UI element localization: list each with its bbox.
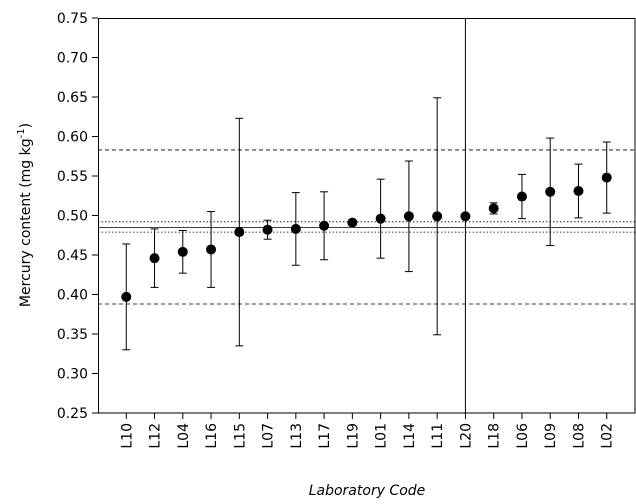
x-tick-label: L14 — [402, 423, 418, 449]
y-tick-label: 0.50 — [57, 209, 88, 225]
y-tick-label: 0.55 — [57, 169, 88, 185]
point — [234, 227, 245, 238]
x-tick-label: L09 — [543, 423, 559, 449]
x-tick-label: L07 — [261, 423, 277, 449]
y-tick-label: 0.75 — [57, 11, 88, 27]
point — [121, 291, 132, 302]
point — [149, 253, 160, 264]
plot-area — [98, 18, 635, 413]
x-tick-label: L20 — [458, 423, 474, 449]
y-label-sup: -1 — [16, 128, 27, 138]
y-tick-label: 0.35 — [57, 327, 88, 343]
x-tick-label: L08 — [571, 423, 587, 449]
x-tick-label: L01 — [374, 423, 390, 449]
x-tick-label: L13 — [289, 423, 305, 449]
plot-frame — [98, 18, 636, 414]
point — [375, 213, 386, 224]
y-label-text: Mercury content (mg kg — [18, 138, 34, 307]
y-label-after: ) — [18, 123, 34, 128]
y-tick-label: 0.70 — [57, 51, 88, 67]
point — [488, 203, 499, 214]
x-tick-label: L18 — [487, 423, 503, 449]
point — [545, 186, 556, 197]
y-tick-label: 0.65 — [57, 90, 88, 106]
point — [432, 211, 443, 222]
y-tick-label: 0.30 — [57, 367, 88, 383]
x-tick-label: L19 — [345, 423, 361, 449]
x-tick-label: L06 — [515, 423, 531, 449]
point — [177, 246, 188, 257]
point — [262, 224, 273, 235]
x-tick-label: L16 — [204, 423, 220, 449]
x-tick-label: L15 — [232, 423, 248, 449]
x-tick-label: L12 — [148, 423, 164, 449]
point — [573, 186, 584, 197]
x-tick-label: L10 — [119, 423, 135, 449]
x-tick-label: L11 — [430, 423, 446, 449]
x-tick-label: L17 — [317, 423, 333, 449]
point — [319, 220, 330, 231]
point — [516, 191, 527, 202]
point — [290, 223, 301, 234]
x-axis-label: Laboratory Code — [309, 483, 426, 499]
point — [403, 211, 414, 222]
y-axis-label: Mercury content (mg kg-1) — [16, 123, 34, 307]
y-tick-label: 0.40 — [57, 288, 88, 304]
point — [601, 172, 612, 183]
point — [347, 217, 358, 228]
point — [460, 211, 471, 222]
point — [206, 244, 217, 255]
y-tick-label: 0.25 — [57, 406, 88, 422]
y-tick-label: 0.60 — [57, 130, 88, 146]
x-tick-label: L04 — [176, 423, 192, 449]
x-tick-label: L02 — [600, 423, 616, 449]
y-tick-label: 0.45 — [57, 248, 88, 264]
